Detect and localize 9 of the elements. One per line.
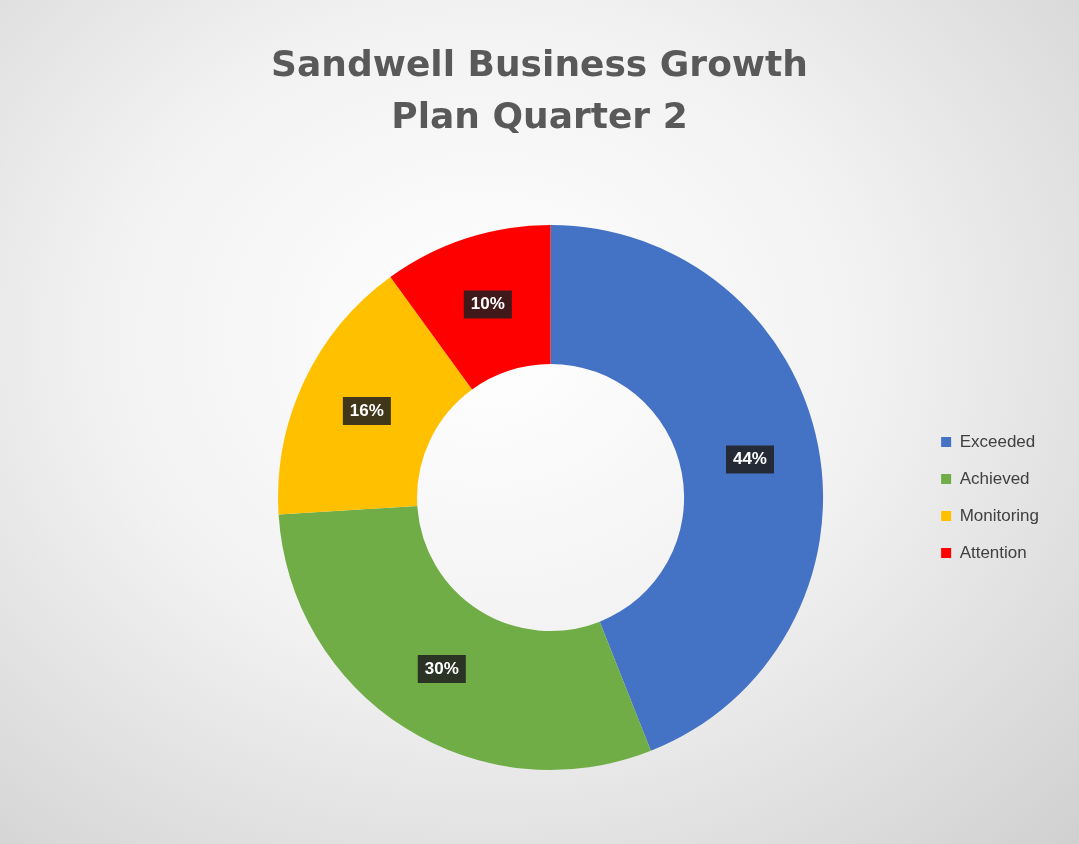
data-label: 16% — [349, 400, 384, 420]
legend-label: Achieved — [959, 468, 1030, 488]
data-label: 10% — [470, 294, 505, 314]
data-label: 44% — [732, 449, 767, 469]
legend-label: Attention — [959, 542, 1027, 562]
legend-label: Monitoring — [959, 505, 1039, 525]
chart-title: Sandwell Business Growth Plan Quarter 2 — [270, 42, 809, 139]
data-label: 30% — [424, 658, 459, 678]
legend-label: Exceeded — [959, 431, 1036, 451]
